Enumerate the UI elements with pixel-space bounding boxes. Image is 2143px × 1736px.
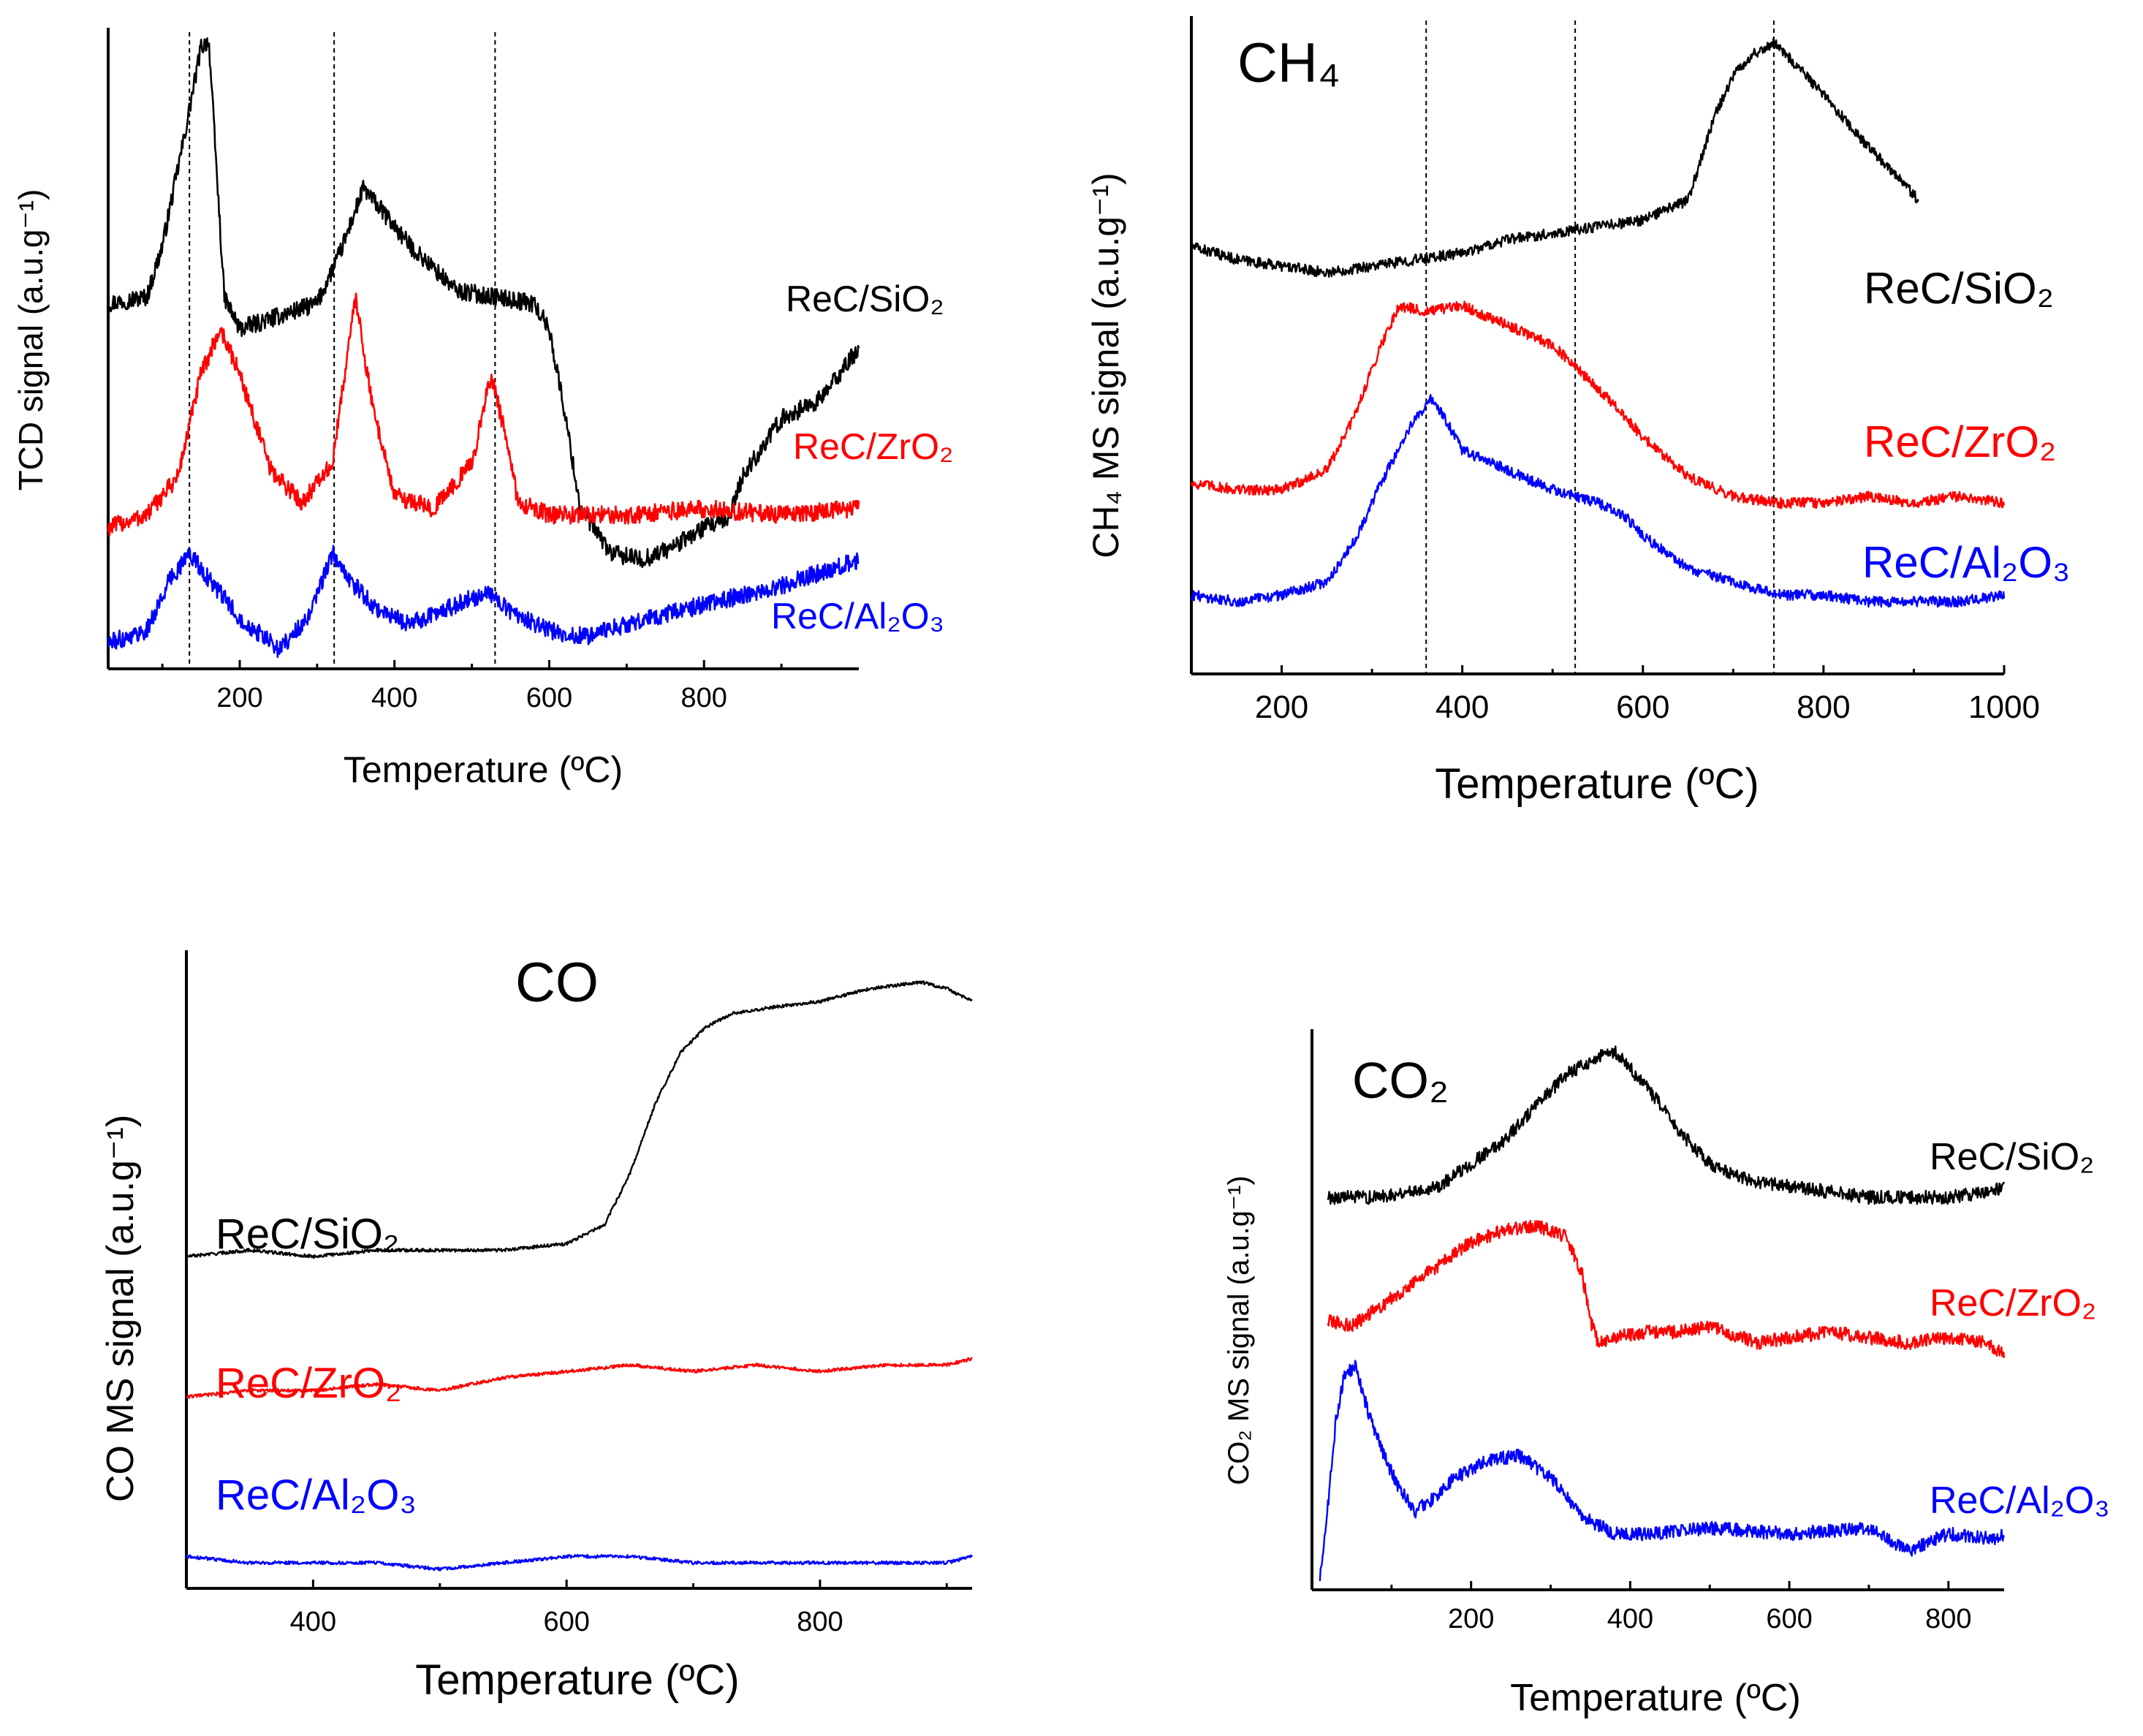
ch4-series-al2o3 (1190, 394, 2006, 608)
co2-legend-zro2: ReC/ZrO₂ (1930, 1282, 2096, 1324)
co-series-zro2 (186, 1357, 973, 1399)
co2-x-tick-label: 400 (1607, 1604, 1653, 1634)
ch4-x-tick-label: 600 (1616, 689, 1669, 725)
co2-legend-al2o3: ReC/Al₂O₃ (1930, 1479, 2110, 1522)
co2-series-zro2 (1327, 1219, 2006, 1359)
ch4-x-tick-label: 200 (1255, 689, 1308, 725)
co-legend-al2o3: ReC/Al₂O₃ (216, 1471, 417, 1519)
tcd-x-tick-label: 800 (681, 683, 727, 713)
tcd-x-tick-label: 200 (216, 683, 262, 713)
ch4-x-tick-label: 1000 (1968, 689, 2040, 725)
co2-x-tick-label: 200 (1448, 1604, 1494, 1634)
co2-legend-sio2: ReC/SiO₂ (1930, 1136, 2094, 1178)
tcd-y-axis-label: TCD signal (a.u.g⁻¹) (12, 189, 50, 491)
co2-x-axis-label: Temperature (ºC) (1510, 1677, 1801, 1719)
tcd-x-tick-label: 600 (526, 683, 572, 713)
ch4-panel-title: CH₄ (1237, 32, 1340, 94)
tcd-legend-zro2: ReC/ZrO₂ (793, 426, 953, 467)
co-x-tick-label: 400 (290, 1607, 336, 1637)
co-series-al2o3 (185, 1554, 974, 1572)
ch4-x-tick-label: 400 (1435, 689, 1489, 725)
tcd-panel: TCD signal (a.u.g⁻¹) Temperature (ºC) Re… (12, 28, 953, 790)
tcd-x-tick-label: 400 (371, 683, 417, 713)
co-x-tick-label: 600 (543, 1607, 589, 1637)
ch4-x-axis-label: Temperature (ºC) (1435, 760, 1759, 808)
co-x-tick-label: 800 (797, 1607, 843, 1637)
ch4-panel: CH₄ CH₄ MS signal (a.u.g⁻¹) Temperature … (1085, 16, 2070, 808)
ch4-series-sio2 (1190, 37, 1919, 278)
tcd-x-axis-label: Temperature (ºC) (344, 749, 623, 790)
co-series-sio2 (185, 980, 973, 1259)
co2-y-axis-label: CO₂ MS signal (a.u.g⁻¹) (1223, 1175, 1255, 1485)
tcd-legend-al2o3: ReC/Al₂O₃ (771, 596, 944, 637)
ch4-y-axis-label: CH₄ MS signal (a.u.g⁻¹) (1085, 173, 1126, 558)
tcd-series-zro2 (107, 292, 860, 537)
ch4-legend-al2o3: ReC/Al₂O₃ (1862, 538, 2070, 587)
tcd-series-sio2 (107, 37, 860, 569)
tcd-legend-sio2: ReC/SiO₂ (786, 278, 944, 319)
co-legend-zro2: ReC/ZrO₂ (216, 1360, 402, 1407)
ch4-series-zro2 (1190, 300, 2006, 509)
co2-series-sio2 (1327, 1045, 2006, 1205)
co-x-axis-label: Temperature (ºC) (415, 1656, 739, 1704)
ch4-x-tick-label: 800 (1797, 689, 1850, 725)
tcd-series-al2o3 (107, 545, 860, 659)
ch4-legend-zro2: ReC/ZrO₂ (1864, 417, 2056, 466)
co2-x-tick-label: 600 (1766, 1604, 1812, 1634)
co2-x-tick-label: 800 (1925, 1604, 1971, 1634)
co2-series-al2o3 (1319, 1360, 2006, 1582)
co2-panel: CO₂ CO₂ MS signal (a.u.g⁻¹) Temperature … (1223, 1029, 2110, 1719)
co-panel-title: CO (515, 952, 599, 1014)
co-panel: CO CO MS signal (a.u.g⁻¹) Temperature (º… (99, 950, 974, 1704)
co2-panel-title: CO₂ (1352, 1052, 1449, 1109)
co-y-axis-label: CO MS signal (a.u.g⁻¹) (99, 1115, 142, 1502)
ch4-legend-sio2: ReC/SiO₂ (1864, 264, 2054, 313)
